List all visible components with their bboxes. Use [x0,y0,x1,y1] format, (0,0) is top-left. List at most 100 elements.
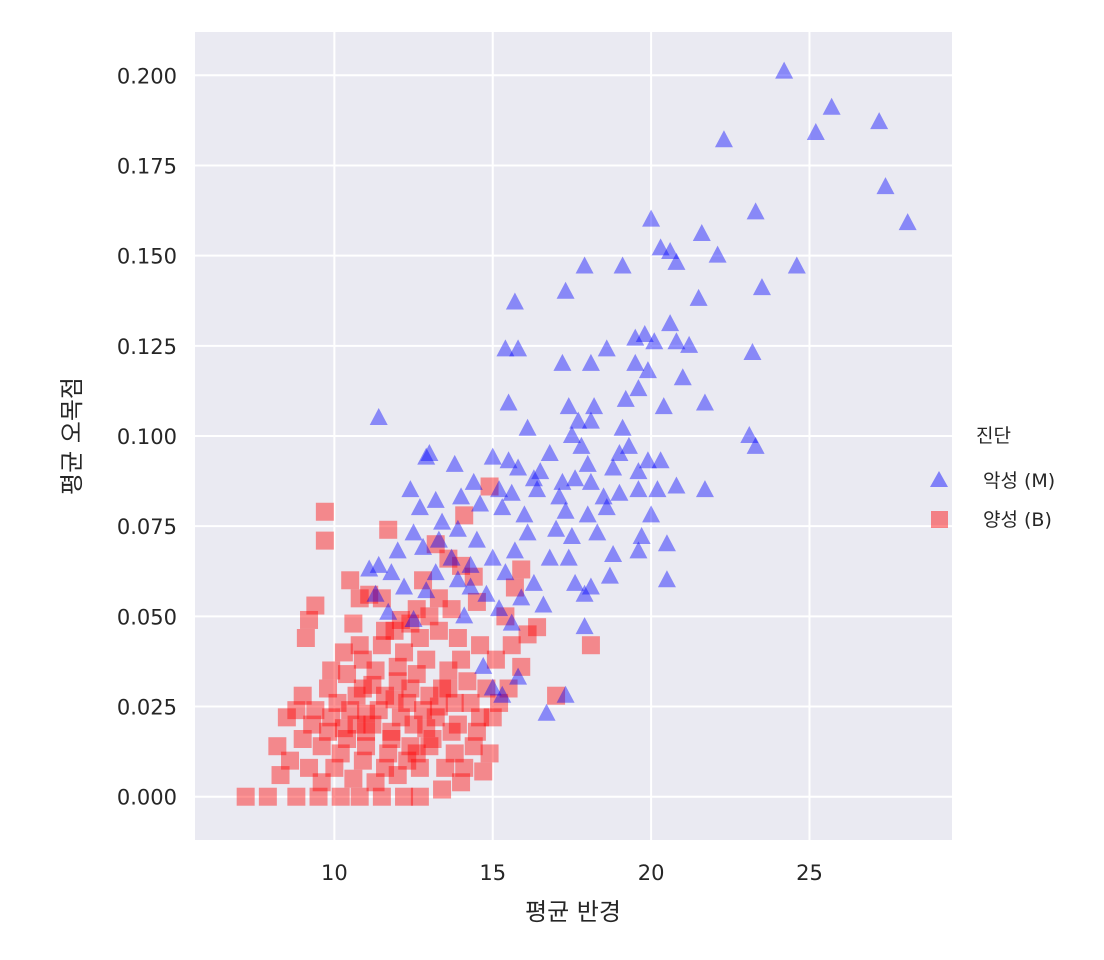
data-point-malignant [708,245,727,263]
data-point-benign [439,549,458,568]
data-point-benign [499,679,518,698]
data-point-benign [445,744,464,763]
data-point-malignant [604,545,623,563]
data-point-benign [350,589,369,608]
data-point-malignant [524,573,543,591]
data-point-benign [388,766,407,785]
data-point-malignant [743,343,762,361]
data-point-malignant [518,523,537,541]
data-point-benign [379,744,398,763]
data-point-malignant [379,602,398,620]
data-point-malignant [629,480,648,498]
data-point-benign [420,737,439,756]
data-point-benign [388,672,407,691]
data-point-benign [303,715,322,734]
data-point-benign [398,751,417,770]
data-point-benign [414,701,433,720]
data-point-benign [480,744,499,763]
data-point-malignant [493,498,512,516]
data-point-malignant [740,426,759,443]
legend-title: 진단 [976,425,1011,447]
data-point-benign [287,701,306,720]
data-point-malignant [483,447,502,465]
y-tick-label: 0.175 [117,154,177,178]
data-point-benign [429,697,448,716]
data-point-malignant [540,444,559,462]
data-point-benign [410,787,429,806]
data-point-malignant [775,61,794,79]
data-point-malignant [369,555,388,573]
data-point-malignant [695,480,714,498]
data-point-malignant [429,530,448,548]
data-point-malignant [540,548,559,566]
data-point-benign [309,787,328,806]
data-point-malignant [509,458,528,476]
data-point-malignant [638,361,657,379]
data-point-malignant [581,353,600,371]
data-point-malignant [448,570,467,588]
data-point-benign [401,679,420,698]
data-point-benign [445,693,464,712]
data-point-benign [328,693,347,712]
data-point-malignant [556,281,575,299]
data-point-malignant [512,588,531,606]
data-point-benign [366,773,385,792]
data-point-benign [490,693,509,712]
data-point-malignant [531,462,550,480]
data-point-malignant [673,368,692,386]
data-point-malignant [648,480,667,498]
data-point-malignant [366,584,385,602]
data-point-benign [277,708,296,727]
data-point-malignant [597,498,616,516]
data-point-malignant [806,123,825,140]
data-point-malignant [442,548,461,566]
data-point-malignant [559,397,578,415]
data-point-malignant [404,609,423,627]
legend: 진단 악성 (M) 양성 (B) [930,425,1055,531]
y-tick-labels: 0.000 0.025 0.050 0.075 0.100 0.125 0.150 0.175… [117,64,177,809]
data-point-malignant [572,436,591,454]
data-point-benign [306,701,325,720]
data-point-benign [455,506,474,525]
data-point-malignant [467,530,486,548]
data-point-malignant [642,209,661,227]
data-point-malignant [752,278,771,296]
x-tick-labels: 10 15 20 25 [321,861,823,885]
data-point-benign [474,762,493,781]
data-point-malignant [556,501,575,519]
data-point-malignant [654,397,673,415]
data-point-benign [420,607,439,626]
data-point-malignant [629,379,648,397]
x-tick-label: 10 [321,861,348,885]
data-point-malignant [426,490,445,508]
data-point-benign [512,560,531,579]
data-point-benign [439,661,458,680]
data-point-malignant [445,454,464,472]
data-point-malignant [534,595,553,613]
data-point-malignant [746,436,765,454]
data-point-benign [331,744,350,763]
data-point-benign [338,730,357,748]
data-point-benign [404,715,423,734]
data-point-benign [410,758,429,777]
data-point-benign [442,600,461,619]
data-point-malignant [433,512,452,530]
data-point-malignant [528,480,547,498]
x-tick-label: 25 [796,861,823,885]
data-point-benign [547,686,566,705]
data-point-benign [464,567,483,586]
data-point-malignant [550,487,569,505]
data-point-benign [436,758,455,777]
data-point-benign [334,719,353,738]
data-point-malignant [556,685,575,703]
data-points [236,61,917,806]
data-point-malignant [616,389,635,407]
data-point-malignant [667,332,686,350]
data-point-malignant [610,483,629,501]
data-point-benign [344,769,363,788]
data-point-benign [410,629,429,647]
x-tick-label: 15 [479,861,506,885]
data-point-malignant [505,541,524,559]
series-benign [236,477,600,806]
data-point-benign [388,657,407,676]
